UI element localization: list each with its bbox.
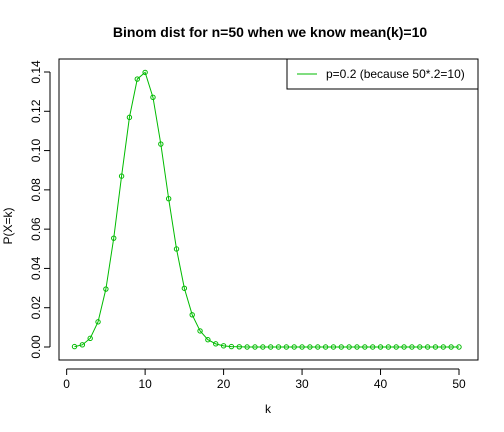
y-axis-label: P(X=k) [1,207,15,244]
data-point [299,344,305,350]
y-tick-label: 0.04 [29,256,43,280]
data-point [181,285,188,291]
data-point [424,344,431,350]
data-point [338,344,344,350]
data-point [369,344,376,350]
y-tick-label: 0.02 [29,296,43,320]
data-point [158,141,164,147]
data-point [409,344,415,350]
x-tick-label: 30 [295,377,309,391]
x-axis-label: k [265,402,272,416]
data-point [173,246,180,252]
data-point [87,335,93,342]
data-point [103,286,109,292]
data-point [95,319,101,325]
data-point [213,341,219,347]
x-tick-label: 50 [452,377,466,391]
legend: p=0.2 (because 50*.2=10) [286,58,479,90]
y-tick-label: 0.14 [29,60,43,84]
series-line [74,71,459,348]
data-point [275,344,282,350]
data-point [260,344,266,350]
data-point [322,344,329,350]
data-point [283,344,290,350]
data-point [354,344,360,350]
data-point [456,344,462,350]
plot-border [58,58,479,361]
data-point [440,344,447,350]
data-point [362,344,368,350]
data-point [291,344,297,350]
data-point [118,173,125,179]
data-point [126,114,133,121]
data-point [150,94,156,101]
data-point [448,344,454,350]
series-layer [71,69,462,350]
data-point [244,344,250,350]
y-tick-label: 0.08 [29,178,43,202]
x-axis: 0 10 20 30 40 50 [63,368,466,391]
data-point [205,337,211,343]
x-tick-label: 0 [63,377,70,391]
data-point [315,344,321,350]
y-tick-label: 0.06 [29,217,43,241]
data-point [236,344,242,350]
data-point [197,328,203,334]
data-point [307,344,313,350]
legend-box [286,58,479,90]
data-point [346,344,352,350]
data-point [432,344,439,350]
legend-label: p=0.2 (because 50*.2=10) [326,67,465,81]
y-tick-label: 0.10 [29,139,43,163]
data-point [393,344,399,350]
y-tick-label: 0.00 [29,335,43,359]
plot-frame [58,58,479,361]
data-point [401,344,407,350]
data-point [385,344,392,350]
data-point [165,196,172,202]
data-point [134,76,140,82]
x-tick-label: 20 [217,377,231,391]
data-point [330,344,337,350]
data-point [267,344,274,350]
data-point [252,344,258,350]
chart-title: Binom dist for n=50 when we know mean(k)… [113,24,428,40]
data-point [79,342,86,348]
data-point [220,343,227,349]
x-tick-label: 10 [138,377,152,391]
data-point [377,344,384,350]
data-point [228,343,235,350]
data-point [111,235,117,241]
y-tick-label: 0.12 [29,99,43,123]
x-tick-label: 40 [374,377,388,391]
data-point [189,312,195,318]
data-point [71,343,78,350]
y-axis: 0.00 0.02 0.04 0.06 0.08 0.10 0.12 0.14 [29,60,51,359]
data-point [417,344,423,350]
data-point [142,69,148,76]
